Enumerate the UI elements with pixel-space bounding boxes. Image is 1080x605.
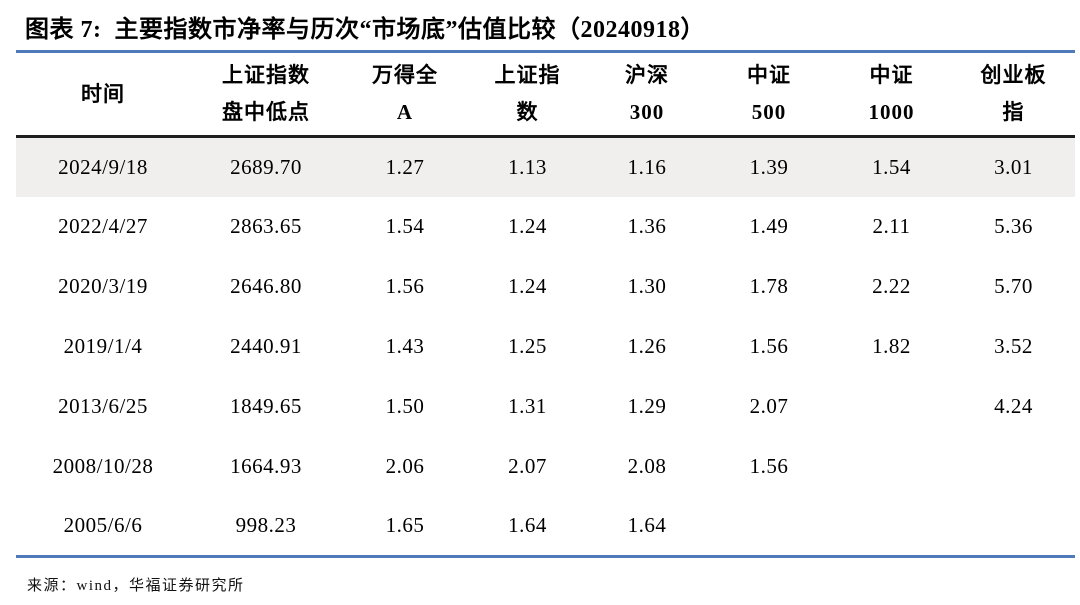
figure-title: 图表 7: 主要指数市净率与历次“市场底”估值比较（20240918） [25,17,705,43]
header-label: 300 [629,100,665,124]
header-cell-wind-all-a: 万得全 A [342,51,468,138]
header-label: 上证指 [494,63,561,87]
table-cell: 2689.70 [230,154,302,179]
table-cell [952,497,1075,557]
header-label: 盘中低点 [222,100,310,124]
table-cell [952,437,1075,497]
table-cell: 998.23 [235,513,297,538]
table-cell: 1.24 [508,214,547,238]
table-cell: 4.24 [994,394,1033,418]
header-label: 上证指数 [222,63,310,87]
table-cell: 1.25 [508,334,547,358]
row-date-cell: 2013/6/25 [58,394,148,418]
table-cell: 2646.80 [230,274,302,298]
header-label: 中证 [869,63,914,87]
header-label: 时间 [81,81,125,106]
row-date-cell: 2024/9/18 [58,154,148,179]
table-cell [831,437,952,497]
header-label: 中证 [747,63,791,87]
table-cell: 3.01 [994,154,1033,179]
row-date-cell: 2005/6/6 [63,513,143,538]
table-cell: 1.50 [385,394,425,418]
table-cell: 1.31 [508,394,547,418]
table-cell: 1.54 [872,154,911,179]
header-label: 数 [516,100,539,124]
table-cell: 1.30 [627,274,667,298]
table-cell: 2.07 [508,454,547,478]
header-cell-csi500: 中证 500 [707,51,831,138]
table-cell: 2.11 [872,214,911,238]
header-cell-csi300: 沪深 300 [587,51,707,138]
table-cell [831,497,952,557]
table-cell: 1.54 [385,214,425,238]
table-row: 2020/3/19 2646.80 1.56 1.24 1.30 1.78 2.22 5.70 [16,257,1075,317]
header-label: 500 [751,100,787,124]
table-cell: 1.64 [627,513,667,538]
table-cell: 1664.93 [230,454,302,478]
header-label: A [396,100,414,124]
table-cell: 1.49 [749,214,789,238]
table-row: 2005/6/6 998.23 1.65 1.64 1.64 [16,497,1075,557]
header-label: 指 [1002,100,1025,124]
table-cell: 1.16 [627,154,667,179]
table-row: 2008/10/28 1664.93 2.06 2.07 2.08 1.56 [16,437,1075,497]
row-date-cell: 2008/10/28 [52,454,154,478]
table-cell: 2.22 [872,274,911,298]
header-label: 1000 [868,100,915,124]
table-cell: 1.13 [508,154,547,179]
valuation-table-wrap: 时间 上证指数 盘中低点 万得全 A 上证指 数 [16,50,1075,558]
table-row: 2024/9/18 2689.70 1.27 1.13 1.16 1.39 1.54 3.01 [16,136,1075,197]
header-label: 沪深 [625,63,669,87]
table-cell: 1.78 [749,274,789,298]
table-cell [831,377,952,437]
row-date-cell: 2020/3/19 [58,274,148,298]
header-label: 万得全 [372,63,438,87]
table-body: 2024/9/18 2689.70 1.27 1.13 1.16 1.39 1.54 3.01… [16,136,1075,557]
row-date-cell: 2022/4/27 [58,214,148,238]
table-cell: 1.65 [385,513,425,538]
table-row: 2013/6/25 1849.65 1.50 1.31 1.29 2.07 4.24 [16,377,1075,437]
header-label: 创业板 [980,63,1047,87]
table-cell: 1849.65 [230,394,302,418]
header-cell-sse-intraday-low: 上证指数 盘中低点 [190,51,342,138]
table-cell: 2.07 [749,394,789,418]
table-cell: 2863.65 [230,214,302,238]
valuation-table: 时间 上证指数 盘中低点 万得全 A 上证指 数 [16,50,1075,558]
table-cell: 1.27 [385,154,425,179]
header-cell-chinext: 创业板 指 [952,51,1075,138]
table-cell: 1.26 [627,334,667,358]
table-header: 时间 上证指数 盘中低点 万得全 A 上证指 数 [16,51,1075,138]
table-cell: 1.64 [508,513,547,538]
source-note: 来源：wind，华福证券研究所 [27,578,245,594]
table-cell: 1.56 [749,454,789,478]
table-cell: 1.56 [749,334,789,358]
table-cell: 2440.91 [230,334,302,358]
table-cell: 1.39 [749,154,789,179]
table-row: 2019/1/4 2440.91 1.43 1.25 1.26 1.56 1.82 3.52 [16,317,1075,377]
header-cell-csi1000: 中证 1000 [831,51,952,138]
table-cell: 1.36 [627,214,667,238]
table-cell [707,497,831,557]
table-cell: 3.52 [994,334,1033,358]
table-cell: 2.08 [627,454,667,478]
table-cell: 1.82 [872,334,911,358]
header-row: 时间 上证指数 盘中低点 万得全 A 上证指 数 [16,51,1075,138]
header-cell-sse-index: 上证指 数 [468,51,587,138]
header-cell-time: 时间 [16,51,190,138]
table-cell: 1.24 [508,274,547,298]
table-cell: 1.56 [385,274,425,298]
table-cell: 2.06 [385,454,425,478]
row-date-cell: 2019/1/4 [63,334,143,358]
table-cell: 5.70 [994,274,1033,298]
table-row: 2022/4/27 2863.65 1.54 1.24 1.36 1.49 2.11 5.36 [16,197,1075,257]
table-cell: 1.29 [627,394,667,418]
table-cell: 1.43 [385,334,425,358]
table-cell: 5.36 [994,214,1033,238]
